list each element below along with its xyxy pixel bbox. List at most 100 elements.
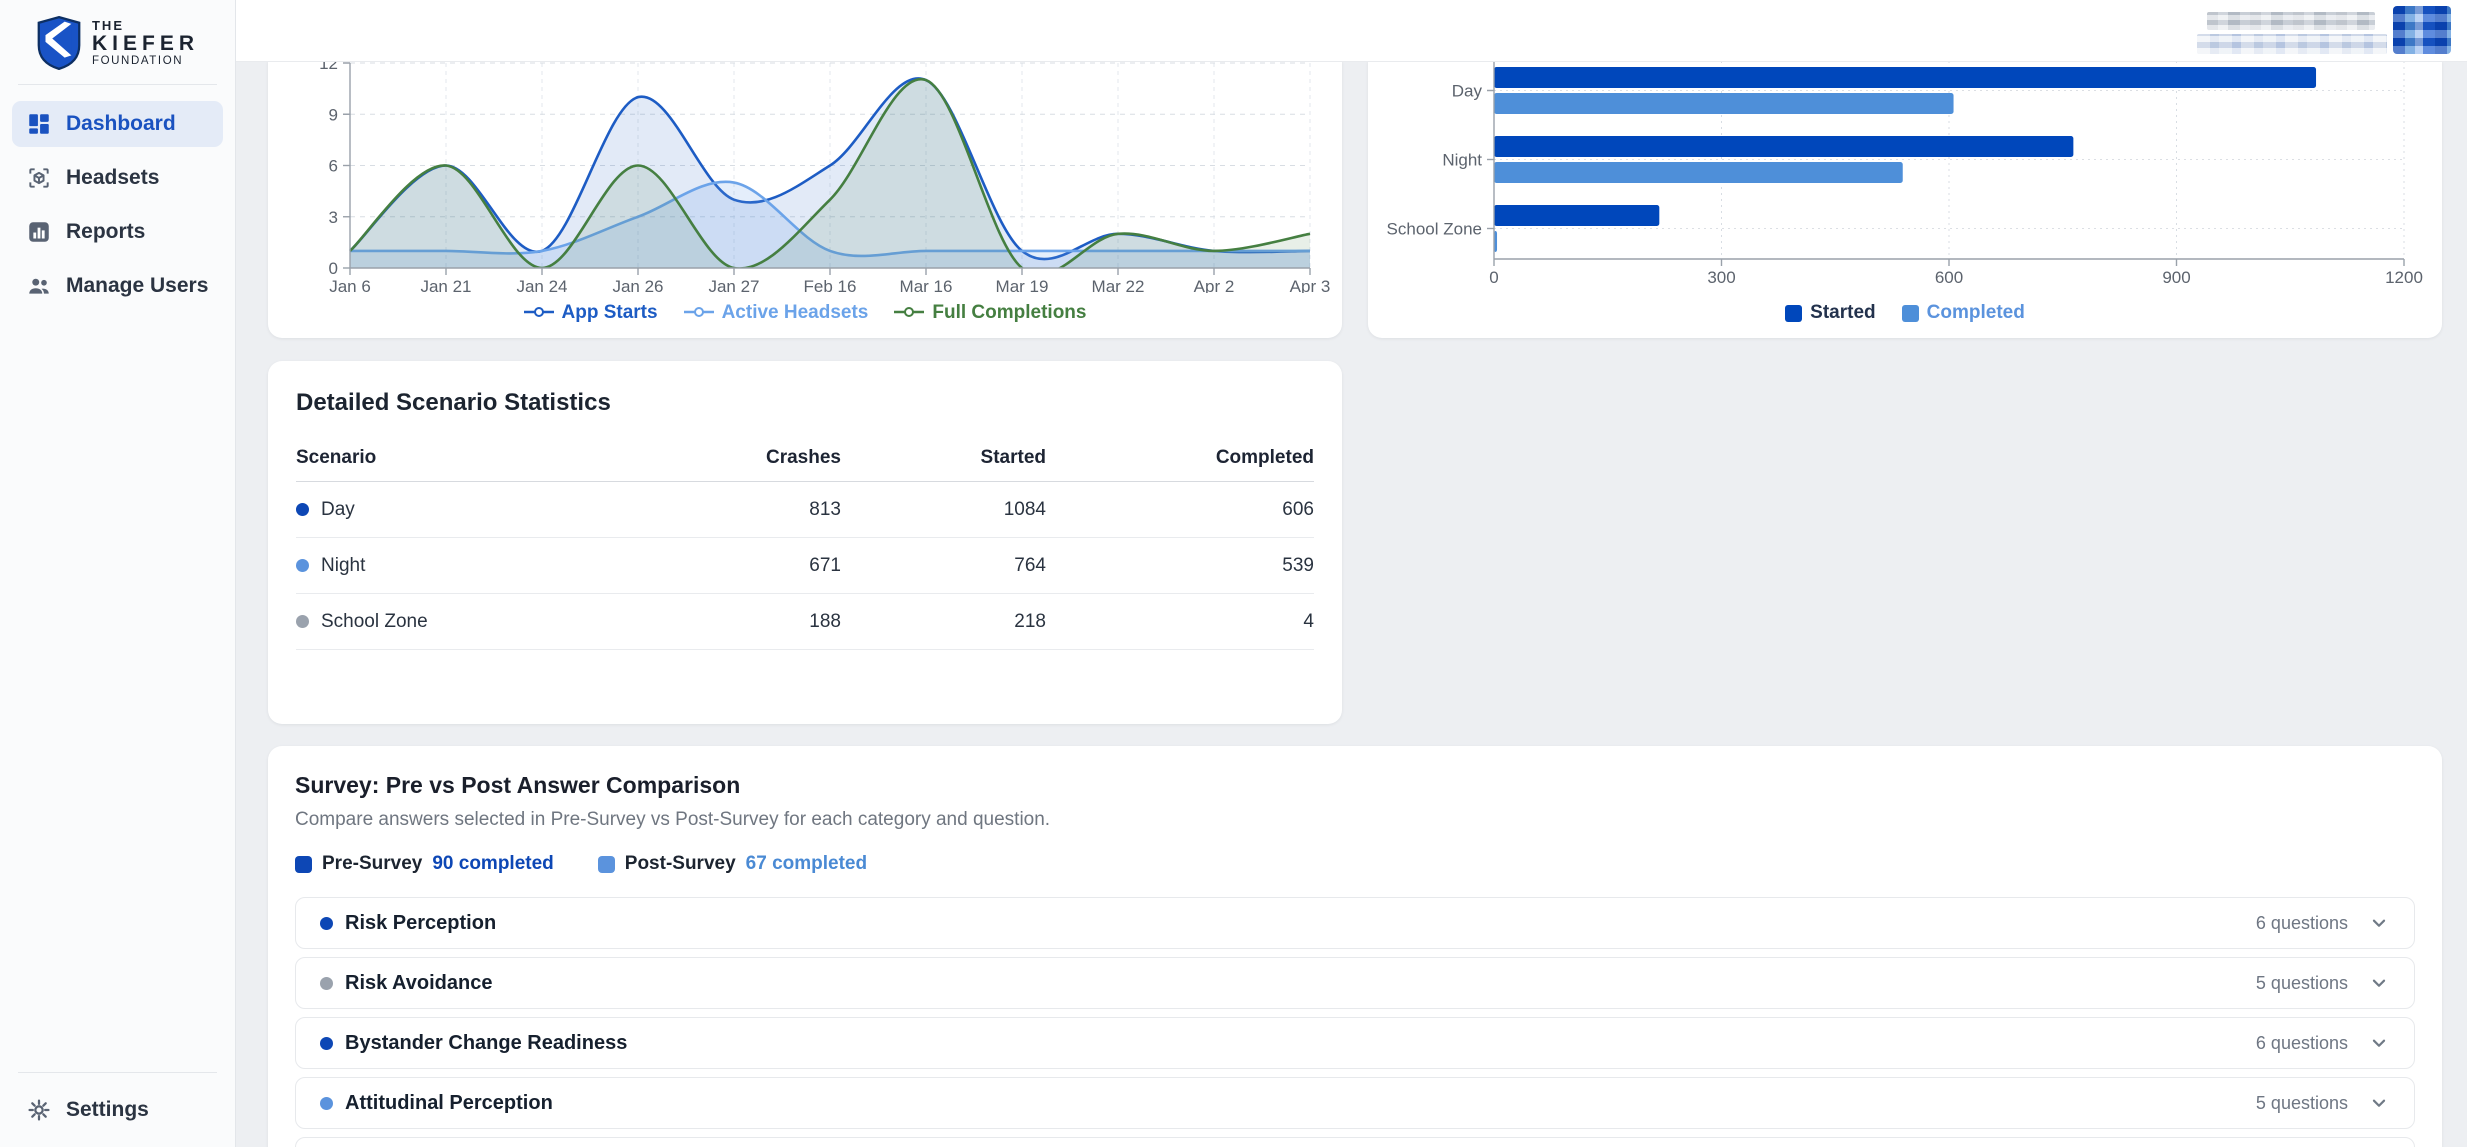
svg-text:Apr 3: Apr 3 bbox=[1290, 277, 1331, 293]
survey-category-fact-based[interactable]: Fact Based5 questions bbox=[295, 1137, 2415, 1147]
svg-text:Feb 16: Feb 16 bbox=[804, 277, 857, 293]
survey-category-bystander-change-readiness[interactable]: Bystander Change Readiness 6 questions bbox=[295, 1017, 2415, 1069]
survey-legend-post-survey: Post-Survey 67 completed bbox=[597, 853, 868, 875]
survey-category-risk-perception[interactable]: Risk Perception 6 questions bbox=[295, 897, 2415, 949]
legend-swatch-icon bbox=[1785, 304, 1803, 322]
kiefer-logo: THE KIEFER FOUNDATION bbox=[0, 0, 235, 84]
legend-swatch-icon bbox=[597, 855, 615, 873]
svg-text:600: 600 bbox=[1935, 268, 1963, 287]
survey-legend: Pre-Survey 90 completed Post-Survey 67 comp… bbox=[295, 853, 2415, 875]
legend-label: App Starts bbox=[561, 302, 658, 323]
survey-card: Survey: Pre vs Post Answer Comparison Co… bbox=[268, 746, 2442, 1147]
bar-day-started bbox=[1494, 67, 2317, 88]
bar-night-completed bbox=[1494, 162, 1903, 183]
legend-swatch-icon bbox=[1901, 304, 1919, 322]
category-dot-icon bbox=[320, 1096, 333, 1110]
sidebar-divider bbox=[18, 84, 217, 85]
sidebar-item-label: Headsets bbox=[66, 166, 160, 189]
legend-item-active-headsets[interactable]: Active Headsets bbox=[683, 302, 868, 324]
chevron-down-icon[interactable] bbox=[2368, 1092, 2390, 1114]
category-dot-icon bbox=[320, 916, 333, 930]
crashes-value: 188 bbox=[809, 610, 841, 632]
chevron-down-icon[interactable] bbox=[2368, 972, 2390, 994]
blurred-username bbox=[2207, 12, 2375, 30]
line-marker-icon bbox=[894, 302, 925, 324]
col-header-started: Started bbox=[980, 447, 1046, 468]
crashes-value: 671 bbox=[809, 554, 841, 576]
legend-label: Completed bbox=[1926, 302, 2025, 323]
sidebar-item-label: Reports bbox=[66, 220, 146, 243]
sidebar-item-reports[interactable]: Reports bbox=[12, 209, 223, 255]
sidebar-item-label: Settings bbox=[66, 1098, 149, 1121]
svg-text:Night: Night bbox=[1442, 151, 1482, 170]
survey-category-attitudinal-perception[interactable]: Attitudinal Perception 5 questions bbox=[295, 1077, 2415, 1129]
category-label: Bystander Change Readiness bbox=[345, 1031, 628, 1054]
svg-text:1200: 1200 bbox=[2385, 268, 2423, 287]
legend-item-completed[interactable]: Completed bbox=[1901, 302, 2025, 324]
bar-day-completed bbox=[1494, 93, 1954, 114]
dashboard-icon bbox=[26, 111, 52, 137]
svg-text:School Zone: School Zone bbox=[1387, 220, 1482, 239]
table-header-row: Scenario Crashes Started Completed bbox=[296, 435, 1314, 482]
started-value: 218 bbox=[1014, 610, 1046, 632]
legend-item-started[interactable]: Started bbox=[1785, 302, 1876, 324]
scenario-bar-chart[interactable]: Day Night School Zone 0 300 600 900 1200 bbox=[1368, 61, 2442, 293]
survey-category-risk-avoidance[interactable]: Risk Avoidance 5 questions bbox=[295, 957, 2415, 1009]
svg-text:300: 300 bbox=[1707, 268, 1735, 287]
bar-chart-icon bbox=[26, 219, 52, 245]
svg-text:Day: Day bbox=[1452, 82, 1483, 101]
completed-count: 90 completed bbox=[432, 853, 554, 874]
svg-text:0: 0 bbox=[1489, 268, 1498, 287]
survey-category-list: Risk Perception 6 questions Risk Avoidance… bbox=[295, 897, 2415, 1147]
line-marker-icon bbox=[523, 302, 554, 324]
main-content: 0 3 6 9 12 Jan 6 Jan 21 Jan 24 Jan 26 Jan 27 Feb 1… bbox=[236, 61, 2467, 1147]
sidebar-item-dashboard[interactable]: Dashboard bbox=[12, 101, 223, 147]
category-label: Risk Perception bbox=[345, 911, 497, 934]
svg-text:Mar 22: Mar 22 bbox=[1092, 277, 1145, 293]
sidebar-item-label: Manage Users bbox=[66, 274, 209, 297]
table-row-school-zone: School Zone 188 218 4 bbox=[296, 594, 1314, 650]
survey-subtitle: Compare answers selected in Pre-Survey v… bbox=[295, 809, 1051, 830]
legend-item-full-completions[interactable]: Full Completions bbox=[894, 302, 1086, 324]
sidebar-item-settings[interactable]: Settings bbox=[12, 1087, 223, 1133]
col-header-crashes: Crashes bbox=[766, 447, 841, 468]
svg-text:Jan 21: Jan 21 bbox=[420, 277, 471, 293]
blurred-userrole bbox=[2197, 34, 2387, 54]
svg-text:Mar 16: Mar 16 bbox=[900, 277, 953, 293]
legend-label: Started bbox=[1810, 302, 1876, 323]
svg-text:Apr 2: Apr 2 bbox=[1194, 277, 1235, 293]
sidebar-nav: Dashboard Headsets Reports Manage Users bbox=[0, 85, 235, 309]
chevron-down-icon[interactable] bbox=[2368, 912, 2390, 934]
usage-line-chart[interactable]: 0 3 6 9 12 Jan 6 Jan 21 Jan 24 Jan 26 Jan 27 Feb 1… bbox=[268, 61, 1342, 293]
col-header-completed: Completed bbox=[1215, 447, 1314, 468]
bar-chart-legend: Started Completed bbox=[1368, 293, 2442, 333]
chevron-down-icon[interactable] bbox=[2368, 1032, 2390, 1054]
svg-text:Jan 27: Jan 27 bbox=[708, 277, 759, 293]
completed-value: 4 bbox=[1303, 610, 1314, 632]
charts-row: 0 3 6 9 12 Jan 6 Jan 21 Jan 24 Jan 26 Jan 27 Feb 1… bbox=[268, 61, 2442, 338]
svg-text:Jan 24: Jan 24 bbox=[516, 277, 567, 293]
headset-cube-icon bbox=[26, 165, 52, 191]
svg-text:3: 3 bbox=[329, 208, 338, 227]
legend-swatch-icon bbox=[295, 855, 312, 873]
line-chart-card: 0 3 6 9 12 Jan 6 Jan 21 Jan 24 Jan 26 Jan 27 Feb 1… bbox=[268, 61, 1342, 338]
sidebar-item-manage-users[interactable]: Manage Users bbox=[12, 263, 223, 309]
table-row-night: Night 671 764 539 bbox=[296, 538, 1314, 594]
avatar[interactable] bbox=[2393, 6, 2451, 54]
completed-count: 67 completed bbox=[745, 853, 868, 874]
completed-value: 606 bbox=[1282, 498, 1314, 520]
logo-line2: KIEFER bbox=[91, 31, 199, 55]
legend-label: Post-Survey bbox=[624, 853, 736, 874]
sidebar-item-headsets[interactable]: Headsets bbox=[12, 155, 223, 201]
scenario-stats-table: Scenario Crashes Started Completed Day 81… bbox=[296, 435, 1314, 650]
sidebar: THE KIEFER FOUNDATION Dashboard Headsets R… bbox=[0, 0, 236, 1147]
logo-line3: FOUNDATION bbox=[91, 54, 184, 67]
survey-title: Survey: Pre vs Post Answer Comparison bbox=[295, 772, 741, 798]
svg-text:12: 12 bbox=[319, 61, 338, 73]
stats-card-title: Detailed Scenario Statistics bbox=[296, 389, 611, 416]
legend-item-app-starts[interactable]: App Starts bbox=[523, 302, 658, 324]
svg-text:6: 6 bbox=[329, 157, 338, 176]
svg-text:900: 900 bbox=[2162, 268, 2190, 287]
legend-label: Full Completions bbox=[932, 302, 1087, 323]
